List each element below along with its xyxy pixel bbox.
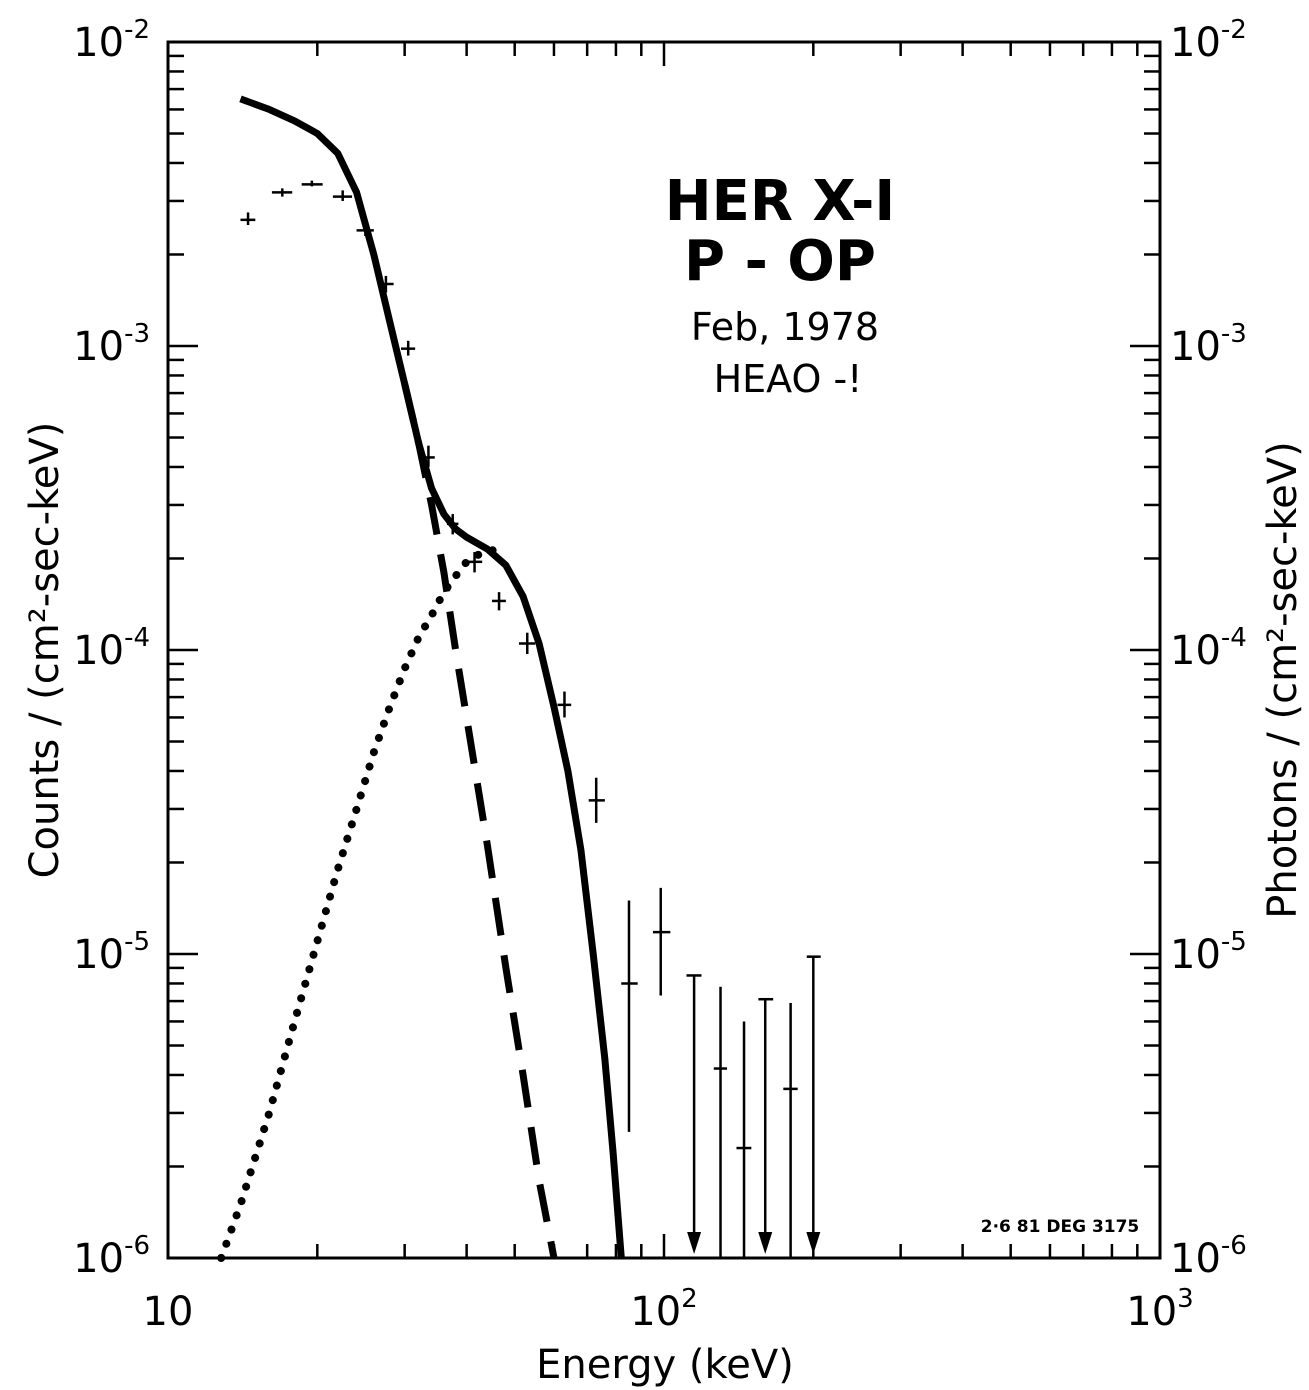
axis-ticks xyxy=(168,42,1160,1260)
data-point xyxy=(446,514,459,535)
annotation-date: Feb, 1978 xyxy=(691,305,879,349)
data-point xyxy=(518,632,536,655)
data-points xyxy=(240,180,821,1258)
y-tick-label-right: 10-5 xyxy=(1170,927,1247,978)
y-tick-label-left: 10-4 xyxy=(73,623,150,674)
upper-limit-arrow xyxy=(806,1232,821,1254)
upper-limit-point xyxy=(758,997,774,1254)
upper-limit-arrow xyxy=(687,1232,702,1254)
y-axis-title-left: Counts / (cm²-sec-keV) xyxy=(22,422,68,879)
data-point xyxy=(377,275,394,293)
model-curves xyxy=(217,95,625,1262)
data-point xyxy=(621,900,638,1132)
upper-limit-arrow xyxy=(758,1232,773,1254)
y-tick-label-left: 10-6 xyxy=(73,1231,150,1282)
data-point xyxy=(401,340,416,356)
annotation-phase: P - OP xyxy=(684,229,876,294)
upper-limit-point xyxy=(806,955,821,1254)
x-axis-title: Energy (keV) xyxy=(536,1342,794,1388)
dotted-model-curve xyxy=(217,544,501,1262)
data-point xyxy=(652,887,671,996)
annotation-source: HER X-I xyxy=(665,169,895,234)
data-point xyxy=(240,212,256,226)
data-point xyxy=(301,180,323,187)
x-tick-label: 103 xyxy=(1126,1284,1193,1335)
y-tick-label-right: 10-3 xyxy=(1170,319,1247,370)
y-tick-label-left: 10-3 xyxy=(73,319,150,370)
data-point xyxy=(332,190,353,201)
data-point xyxy=(491,592,506,611)
data-point xyxy=(421,445,435,467)
y-tick-label-right: 10-6 xyxy=(1170,1231,1247,1282)
x-tick-label: 102 xyxy=(630,1284,697,1335)
data-point xyxy=(466,552,483,573)
annotation-mission: HEAO -! xyxy=(714,357,863,401)
data-point xyxy=(588,777,605,823)
y-tick-label-right: 10-2 xyxy=(1170,15,1247,66)
data-point xyxy=(356,225,374,237)
y-tick-label-left: 10-2 xyxy=(73,15,150,66)
data-point xyxy=(271,188,293,197)
data-point xyxy=(783,1002,798,1258)
data-point xyxy=(557,691,572,718)
data-point xyxy=(713,986,728,1258)
tick-labels: 10 102 103 10-2 10-2 10-3 10-3 10-4 10-4 10-5 10-5… xyxy=(73,15,1247,1335)
solid-model-curve xyxy=(239,95,625,1259)
data-point xyxy=(736,1021,752,1258)
y-tick-label-right: 10-4 xyxy=(1170,623,1247,674)
y-axis-title-right: Photons / (cm²-sec-keV) xyxy=(1260,441,1306,918)
dashed-model-curve xyxy=(401,383,558,1259)
x-tick-label: 10 xyxy=(143,1289,194,1335)
y-tick-label-left: 10-5 xyxy=(73,927,150,978)
annotation-code: 2·6 81 DEG 3175 xyxy=(981,1217,1140,1237)
upper-limit-point xyxy=(686,974,702,1254)
